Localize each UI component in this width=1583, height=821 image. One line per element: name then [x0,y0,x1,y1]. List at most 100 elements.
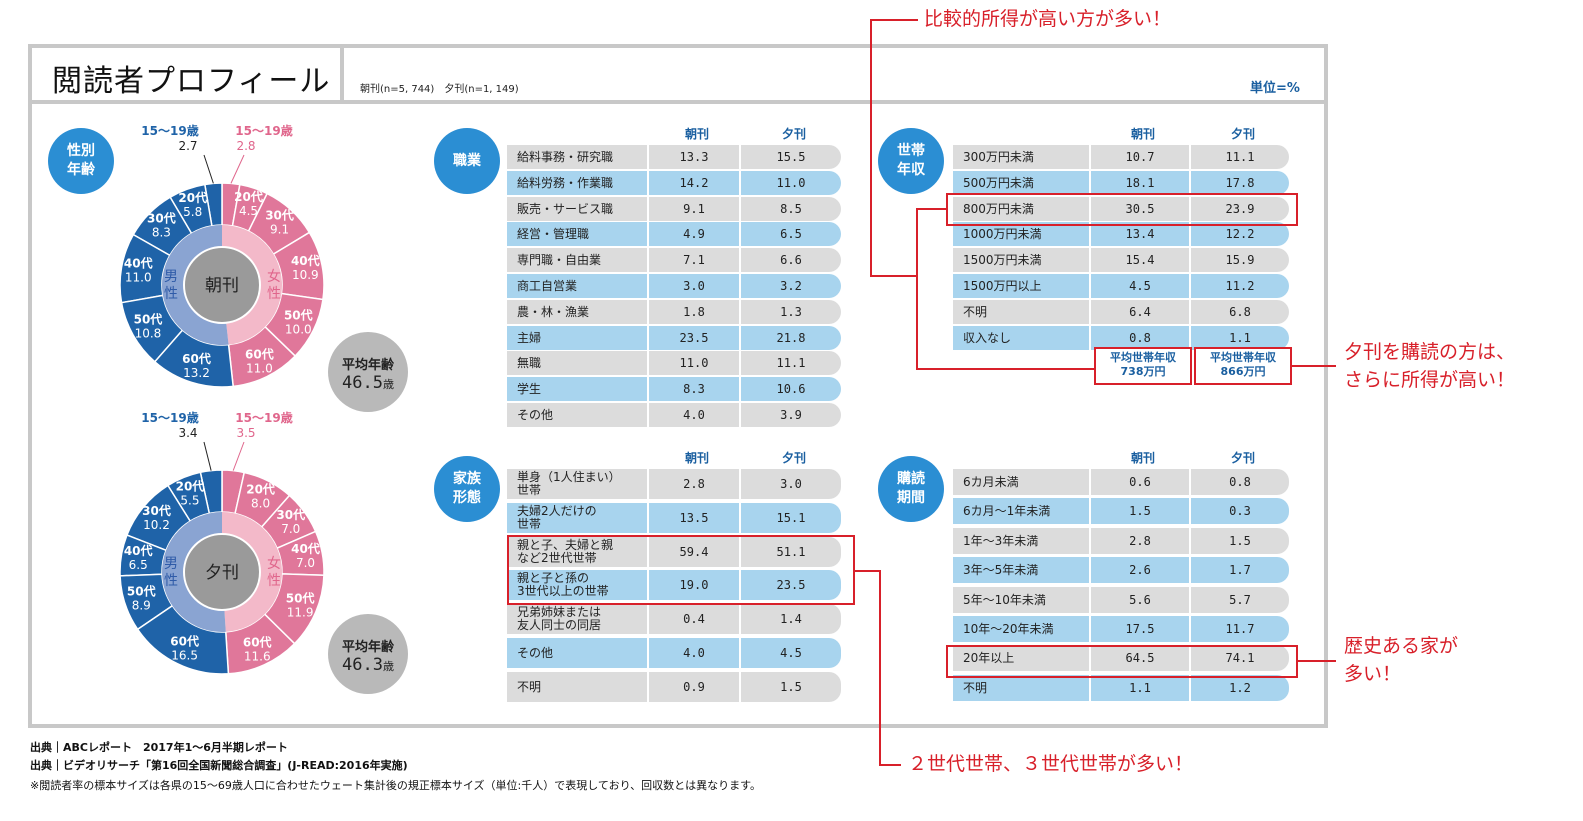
avg-age-label: 平均年齢 [341,640,394,655]
slice-label: 60代 [245,346,274,361]
table-row: その他 4.0 3.9 [507,403,841,427]
col-header-evening: 夕刊 [781,451,806,465]
row-label: 無職 [507,351,647,376]
slice-label: 20代 [234,189,263,204]
badge-occupation: 職業 [434,128,500,194]
slice-value: 11.9 [287,606,314,620]
avg-age-morning: 平均年齢 46.5歳 [328,332,408,412]
value-evening: 1.1 [1191,325,1289,350]
callout-line [1298,660,1336,662]
value-evening: 6.8 [1191,299,1289,324]
value-morning: 5.6 [1091,586,1189,613]
table-row: 1000万円未満 13.4 12.2 [953,222,1289,247]
col-header-morning: 朝刊 [684,127,709,141]
row-label: 不明 [953,674,1089,701]
row-label: 3年〜5年未満 [953,557,1089,584]
table-row: 6カ月未満 0.6 0.8 [953,469,1289,495]
table-row: 学生 8.3 10.6 [507,377,841,402]
slice-value: 11.0 [125,271,152,285]
row-label: 夫婦2人だけの 世帯 [507,502,647,533]
row-label: 不明 [507,671,647,702]
callout-line [879,764,901,766]
col-header-evening: 夕刊 [1230,451,1255,465]
table-row: 1500万円未満 15.4 15.9 [953,248,1289,273]
inner-ring-male [162,225,229,345]
value-morning: 0.6 [1091,469,1189,495]
page-title: 閲読者プロフィール [52,64,331,99]
value-evening: 1.4 [741,604,841,635]
leader-line [203,441,212,471]
row-label: 6カ月未満 [953,469,1089,495]
value-morning: 15.4 [1091,248,1189,273]
leader-line [203,154,214,184]
value-evening: 0.8 [1191,469,1289,495]
value-evening: 4.5 [741,638,841,668]
row-label: 販売・サービス職 [507,196,647,221]
row-label: 500万円未満 [953,170,1089,195]
table-row: 不明 6.4 6.8 [953,299,1289,324]
callout-line [1292,365,1336,367]
value-morning: 1.8 [649,299,739,324]
row-label: 6カ月〜1年未満 [953,498,1089,525]
slice-label: 40代 [124,256,153,271]
value-morning: 13.3 [649,145,739,169]
avg-age-unit: 歳 [382,660,394,673]
note-income-side: 夕刊を購読の方は、 さらに所得が高い！ [1344,341,1516,391]
value-evening: 11.1 [1191,145,1289,169]
value-morning: 1.1 [1091,674,1189,701]
table-row: 5年〜10年未満 5.6 5.7 [953,586,1289,613]
value-evening: 1.5 [1191,527,1289,554]
slice-value: 5.8 [183,205,202,219]
col-header-evening: 夕刊 [781,127,806,141]
slice-value: 3.5 [236,426,255,440]
gender-label-female: 女 [267,555,281,572]
slice-label: 60代 [243,634,272,649]
table-row: 給料労務・作業職 14.2 11.0 [507,170,841,195]
row-label: 経営・管理職 [507,222,647,247]
slice-label: 20代 [246,481,275,496]
center-circle [183,246,261,324]
value-evening: 11.7 [1191,616,1289,642]
col-header-evening: 夕刊 [1230,127,1255,141]
col-header-morning: 朝刊 [1130,451,1155,465]
avg-age-unit: 歳 [382,378,394,391]
table-row: その他 4.0 4.5 [507,638,841,668]
slice-value: 8.3 [152,225,171,239]
value-evening: 10.6 [741,377,841,402]
value-evening: 21.8 [741,325,841,350]
inner-ring-female [222,225,283,345]
slice-value: 10.2 [143,518,170,532]
value-morning: 2.8 [649,469,739,499]
table-row: 兄弟姉妹または 友人同士の同居 0.4 1.4 [507,604,841,635]
value-morning: 7.1 [649,248,739,273]
row-label: 収入なし [953,325,1089,350]
value-morning: 19.0 [649,570,739,601]
row-label: 親と子、夫婦と親 など2世代世帯 [507,536,647,567]
pie-center-label: 朝刊 [205,276,239,296]
source-2: 出典｜ビデオリサーチ「第16回全国新聞総合調査」(J-READ:2016年実施) [30,759,408,772]
table-row: 500万円未満 18.1 17.8 [953,170,1289,195]
avg-age-value: 46.5 [342,373,383,393]
source-3: ※閲読者率の標本サイズは各県の15〜69歳人口に合わせたウェート集計後の規正標本… [30,779,762,792]
value-evening: 51.1 [741,536,841,567]
gender-label-male: 性 [164,573,178,589]
slice-label: 20代 [178,190,207,205]
sample-size-note: 朝刊(n=5, 744) 夕刊(n=1, 149) [360,84,519,95]
value-morning: 4.0 [649,638,739,668]
title-box [32,48,344,100]
value-evening: 17.8 [1191,170,1289,195]
value-morning: 11.0 [649,351,739,376]
table-row: 無職 11.0 11.1 [507,351,841,376]
table-row: 不明 1.1 1.2 [953,674,1289,701]
value-morning: 4.0 [649,403,739,427]
slice-label: 40代 [291,253,320,268]
value-morning: 4.9 [649,222,739,247]
row-label: 不明 [953,299,1089,324]
slice-value: 2.8 [236,139,255,153]
value-morning: 0.8 [1091,325,1189,350]
header-bar [32,48,1324,104]
slice-value: 7.0 [296,556,315,570]
callout-line [855,570,881,572]
row-label: 専門職・自由業 [507,248,647,273]
